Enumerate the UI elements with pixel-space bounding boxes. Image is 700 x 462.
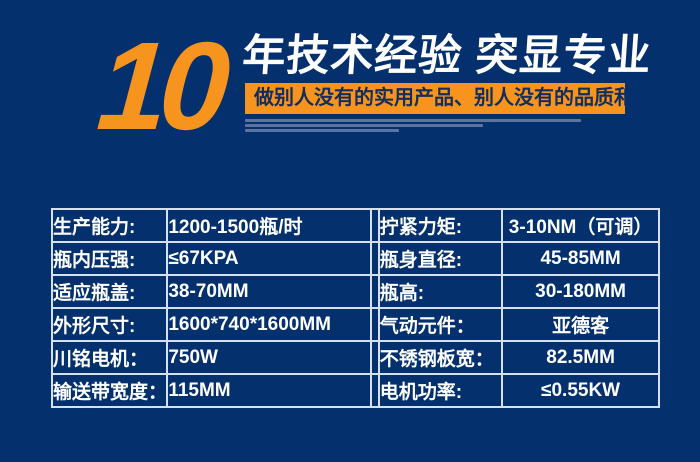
spec-label: 瓶身直径: bbox=[377, 241, 504, 276]
fine-print-line bbox=[245, 124, 483, 127]
table-spacer bbox=[369, 307, 380, 342]
table-spacer bbox=[369, 208, 380, 243]
spec-value: 750W bbox=[166, 340, 372, 375]
spec-label: 输送带宽度： bbox=[50, 373, 169, 408]
spec-value: 亚德客 bbox=[501, 307, 660, 342]
fine-print bbox=[245, 119, 581, 134]
spec-label: 生产能力: bbox=[50, 208, 169, 243]
spec-label: 瓶内压强: bbox=[50, 241, 169, 276]
spec-value: 115MM bbox=[166, 373, 372, 408]
sub-headline-text: 做别人没有的实用产品、别人没有的品质和服务！ bbox=[254, 87, 625, 109]
spec-label: 适应瓶盖: bbox=[50, 274, 169, 309]
spec-value: 82.5MM bbox=[501, 340, 660, 375]
table-row: 输送带宽度： 115MM 电机功率: ≤0.55KW bbox=[50, 373, 660, 408]
spec-value: 3-10NM（可调） bbox=[501, 208, 660, 243]
table-row: 适应瓶盖: 38-70MM 瓶高: 30-180MM bbox=[50, 274, 660, 309]
table-row: 瓶内压强: ≤67KPA 瓶身直径: 45-85MM bbox=[50, 241, 660, 276]
table-spacer bbox=[369, 373, 380, 408]
spec-value: 45-85MM bbox=[501, 241, 660, 276]
table-row: 川铭电机： 750W 不锈钢板宽： 82.5MM bbox=[50, 340, 660, 375]
spec-value: 1200-1500瓶/时 bbox=[166, 208, 372, 243]
fine-print-line bbox=[245, 119, 581, 122]
years-number: 10 bbox=[93, 17, 227, 156]
table-spacer bbox=[369, 274, 380, 309]
spec-label: 瓶高: bbox=[377, 274, 504, 309]
spec-value: ≤0.55KW bbox=[501, 373, 660, 408]
spec-value: 1600*740*1600MM bbox=[166, 307, 372, 342]
spec-value: ≤67KPA bbox=[166, 241, 372, 276]
spec-value: 38-70MM bbox=[166, 274, 372, 309]
table-row: 生产能力: 1200-1500瓶/时 拧紧力矩: 3-10NM（可调） bbox=[50, 208, 660, 243]
headline: 年技术经验 突显专业 bbox=[240, 32, 654, 80]
fine-print-line bbox=[245, 129, 399, 132]
spec-label: 气动元件： bbox=[377, 307, 504, 342]
table-spacer bbox=[369, 241, 380, 276]
spec-label: 不锈钢板宽： bbox=[377, 340, 504, 375]
spec-label: 川铭电机： bbox=[50, 340, 169, 375]
spec-value: 30-180MM bbox=[501, 274, 660, 309]
table-spacer bbox=[369, 340, 380, 375]
sub-headline-banner: 做别人没有的实用产品、别人没有的品质和服务！ bbox=[245, 83, 625, 114]
spec-table: 生产能力: 1200-1500瓶/时 拧紧力矩: 3-10NM（可调） 瓶内压强… bbox=[50, 208, 660, 408]
spec-label: 外形尺寸: bbox=[50, 307, 169, 342]
table-row: 外形尺寸: 1600*740*1600MM 气动元件： 亚德客 bbox=[50, 307, 660, 342]
spec-label: 电机功率: bbox=[377, 373, 504, 408]
spec-label: 拧紧力矩: bbox=[377, 208, 504, 243]
